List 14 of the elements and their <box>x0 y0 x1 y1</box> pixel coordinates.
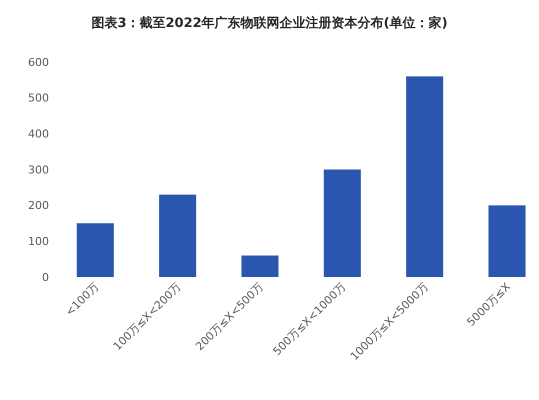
bar <box>76 223 114 277</box>
bar <box>159 194 196 277</box>
y-tick-label: 0 <box>42 270 49 284</box>
chart-title: 图表3：截至2022年广东物联网企业注册资本分布(单位：家) <box>91 15 448 32</box>
y-tick-label: 200 <box>28 199 49 212</box>
y-tick-label: 100 <box>28 235 49 248</box>
y-tick-label: 500 <box>28 92 49 105</box>
bar <box>241 256 278 277</box>
y-tick-label: 400 <box>28 128 49 141</box>
bar <box>488 205 526 277</box>
y-tick-label: 300 <box>28 163 49 176</box>
y-tick-label: 600 <box>28 56 49 69</box>
bar <box>324 170 361 277</box>
bar <box>406 76 444 277</box>
